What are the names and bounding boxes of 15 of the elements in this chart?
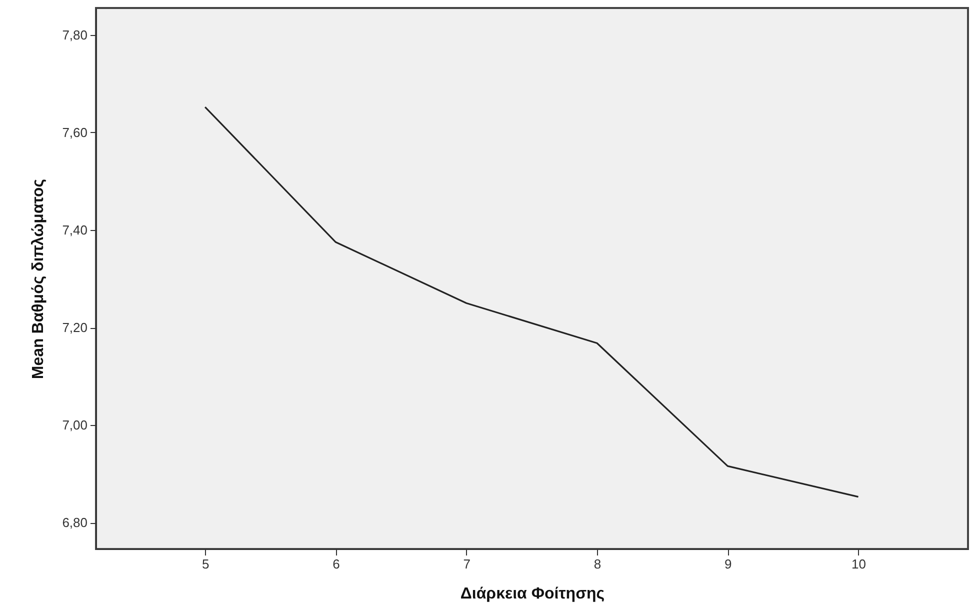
y-tick-label: 6,80 xyxy=(62,515,88,530)
x-tick-label: 9 xyxy=(724,556,732,572)
x-tick-label: 10 xyxy=(852,556,866,572)
y-tick-label: 7,00 xyxy=(62,418,88,433)
x-tick-label: 7 xyxy=(463,556,470,572)
x-tick-label: 8 xyxy=(594,556,602,572)
y-tick-label: 7,80 xyxy=(62,27,88,42)
y-tick-label: 7,40 xyxy=(62,222,88,238)
line-series xyxy=(204,106,860,498)
y-tick-label: 7,60 xyxy=(62,124,88,140)
y-tick-label: 7,20 xyxy=(62,320,88,336)
y-axis-title: Mean Βαθμός διπλώματος xyxy=(30,178,48,380)
x-tick-label: 5 xyxy=(202,556,210,572)
x-tick-label: 6 xyxy=(332,556,340,572)
x-axis-title: Διάρκεια Φοίτησης xyxy=(460,586,605,602)
